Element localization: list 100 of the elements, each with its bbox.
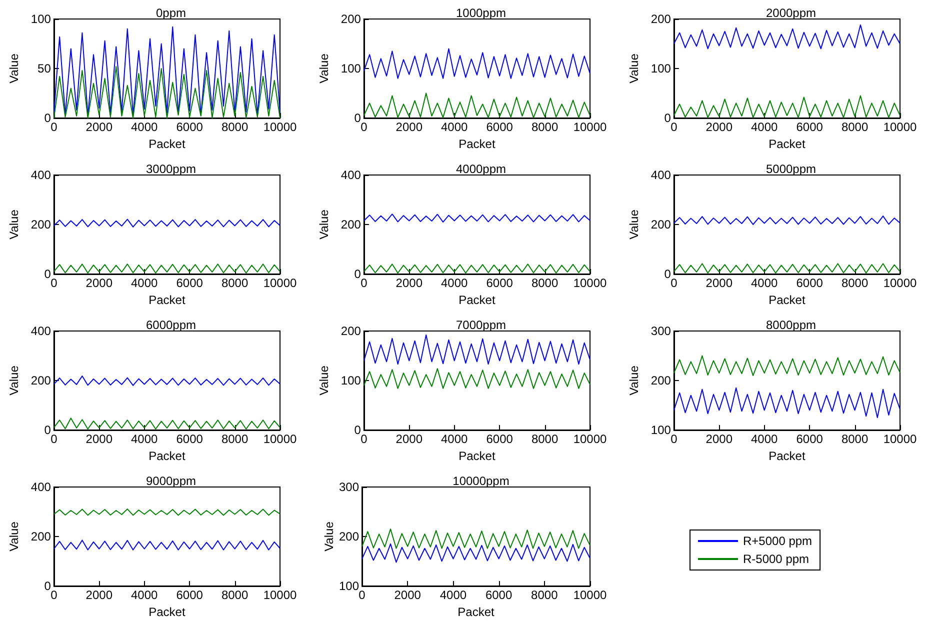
y-axis-title: Value: [627, 365, 641, 396]
y-tick-label: 200: [338, 530, 360, 544]
x-tick-label: 6000: [796, 120, 824, 134]
x-axis-title: Packet: [148, 292, 186, 307]
line-series: [673, 216, 900, 225]
x-tick-label: 10000: [263, 276, 298, 290]
x-tick-label: 4000: [751, 432, 778, 446]
x-tick-label: 2000: [706, 432, 733, 446]
x-tick-label: 2000: [86, 120, 113, 134]
x-tick-label: 6000: [486, 276, 514, 290]
x-tick-label: 4000: [441, 120, 468, 134]
y-tick-label: 400: [30, 324, 52, 338]
x-tick-label: 2000: [86, 432, 113, 446]
y-axis-title: Value: [317, 53, 331, 84]
chart-title: 7000ppm: [456, 318, 506, 332]
y-tick-label: 200: [650, 218, 672, 232]
x-tick-label: 8000: [221, 276, 248, 290]
line-series: [53, 376, 280, 386]
x-tick-label: 10000: [883, 432, 918, 446]
y-tick-label: 0: [44, 579, 52, 593]
x-tick-label: 4000: [751, 120, 778, 134]
x-tick-label: 2000: [86, 588, 113, 602]
y-axis-title: Value: [7, 53, 21, 84]
y-tick-label: 200: [340, 218, 362, 232]
y-tick-label: 100: [340, 62, 362, 76]
y-tick-label: 100: [650, 423, 672, 437]
y-axis-title: Value: [7, 365, 21, 396]
y-tick-label: 0: [664, 111, 672, 125]
line-series: [362, 528, 590, 549]
x-tick-label: 4000: [751, 276, 778, 290]
x-axis-title: Packet: [148, 448, 186, 463]
y-axis-title: Value: [7, 521, 21, 552]
x-tick-label: 2000: [396, 120, 423, 134]
line-series: [673, 24, 900, 50]
x-tick-label: 10000: [883, 120, 918, 134]
x-tick-label: 6000: [176, 276, 204, 290]
y-axis-title: Value: [7, 209, 21, 240]
y-tick-label: 400: [650, 168, 672, 182]
x-tick-label: 10000: [263, 120, 298, 134]
y-tick-label: 200: [340, 324, 362, 338]
x-tick-label: 10000: [883, 276, 918, 290]
line-series: [363, 214, 590, 223]
x-axis-title: Packet: [458, 448, 496, 463]
y-axis-title: Value: [627, 53, 641, 84]
x-tick-label: 10000: [263, 432, 298, 446]
x-tick-label: 2000: [86, 276, 113, 290]
chart-title: 9000ppm: [146, 474, 196, 488]
x-tick-label: 4000: [131, 120, 158, 134]
y-tick-label: 100: [338, 579, 360, 593]
x-tick-label: 4000: [131, 588, 158, 602]
line-series: [53, 540, 280, 550]
x-axis-title: Packet: [768, 136, 806, 151]
line-series: [363, 368, 590, 389]
line-series: [53, 218, 280, 228]
y-tick-label: 50: [38, 62, 52, 76]
x-axis-title: Packet: [458, 136, 496, 151]
x-axis-title: Packet: [768, 448, 806, 463]
y-tick-label: 200: [340, 12, 362, 26]
legend-label: R-5000 ppm: [743, 552, 810, 566]
chart-title: 10000ppm: [452, 474, 510, 488]
line-series: [673, 387, 900, 418]
chart-title: 8000ppm: [766, 318, 816, 332]
x-tick-label: 2000: [396, 432, 423, 446]
x-tick-label: 6000: [796, 276, 824, 290]
x-tick-label: 4000: [131, 276, 158, 290]
x-axis-title: Packet: [148, 136, 186, 151]
chart-title: 4000ppm: [456, 162, 506, 176]
x-tick-label: 8000: [531, 120, 558, 134]
x-tick-label: 4000: [441, 276, 468, 290]
y-tick-label: 0: [354, 267, 362, 281]
x-tick-label: 6000: [176, 588, 204, 602]
chart-title: 2000ppm: [766, 6, 816, 20]
x-tick-label: 8000: [221, 588, 248, 602]
x-tick-label: 6000: [176, 432, 204, 446]
x-tick-label: 6000: [176, 120, 204, 134]
y-tick-label: 400: [30, 480, 52, 494]
x-axis-title: Packet: [768, 292, 806, 307]
y-tick-label: 200: [30, 374, 52, 388]
x-tick-label: 6000: [796, 432, 824, 446]
x-tick-label: 2000: [706, 276, 733, 290]
x-tick-label: 10000: [573, 432, 608, 446]
chart-title: 1000ppm: [456, 6, 506, 20]
y-tick-label: 400: [340, 168, 362, 182]
x-tick-label: 10000: [573, 588, 608, 602]
line-series: [53, 508, 280, 516]
y-tick-label: 0: [354, 111, 362, 125]
x-axis-title: Packet: [458, 292, 496, 307]
x-tick-label: 8000: [841, 120, 868, 134]
y-tick-label: 0: [664, 267, 672, 281]
x-tick-label: 8000: [531, 432, 558, 446]
y-tick-label: 200: [30, 530, 52, 544]
y-tick-label: 300: [650, 324, 672, 338]
x-axis-title: Packet: [458, 604, 496, 619]
y-axis-title: Value: [322, 521, 336, 552]
chart-title: 5000ppm: [766, 162, 816, 176]
y-tick-label: 200: [650, 12, 672, 26]
x-tick-label: 8000: [221, 120, 248, 134]
line-series: [363, 334, 590, 365]
chart-title: 6000ppm: [146, 318, 196, 332]
x-tick-label: 2000: [394, 588, 422, 602]
